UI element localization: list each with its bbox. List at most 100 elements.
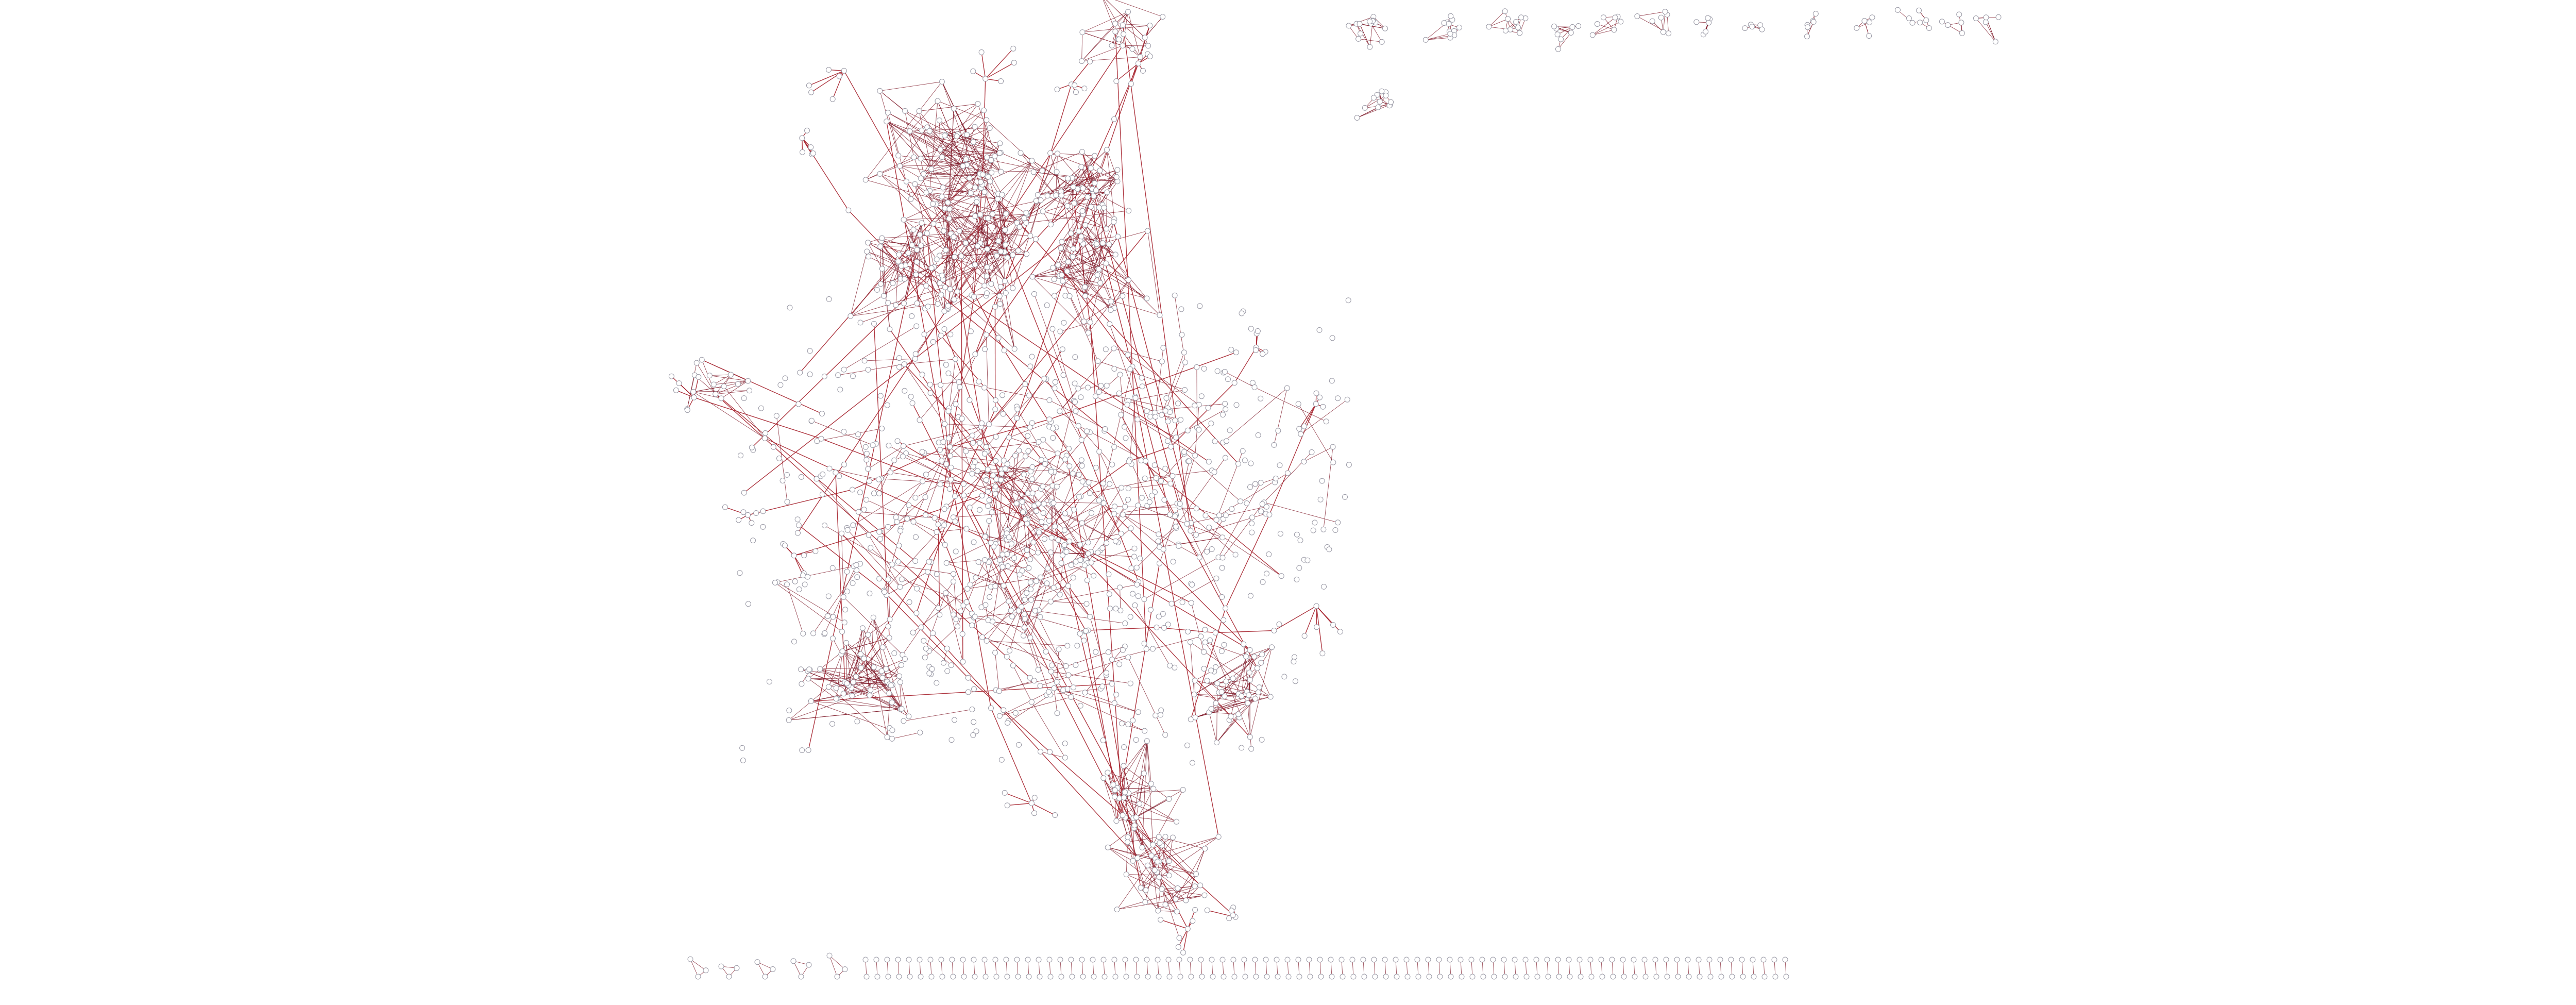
graph-node — [1212, 630, 1218, 636]
graph-node — [993, 434, 999, 440]
graph-edge — [904, 278, 926, 286]
graph-edge — [1216, 698, 1256, 743]
graph-node — [902, 656, 908, 662]
graph-node — [867, 692, 873, 698]
graph-edge — [881, 241, 901, 279]
graph-edge — [1233, 959, 1235, 977]
graph-node — [1144, 957, 1150, 963]
graph-node — [1131, 554, 1137, 560]
graph-node — [984, 154, 990, 160]
graph-node — [974, 468, 980, 474]
graph-node — [1109, 657, 1115, 663]
graph-node — [1052, 385, 1058, 391]
graph-node — [1160, 611, 1166, 617]
graph-edge — [1035, 610, 1125, 624]
graph-edge — [1049, 751, 1135, 826]
graph-node — [1264, 571, 1269, 577]
graph-node — [916, 108, 922, 114]
graph-node — [784, 499, 790, 505]
graph-edge — [914, 183, 946, 250]
graph-node — [871, 490, 877, 496]
graph-node — [1241, 957, 1247, 963]
graph-edge — [955, 404, 1004, 461]
graph-node — [1134, 581, 1140, 588]
graph-node — [884, 119, 890, 125]
graph-node — [1038, 748, 1043, 755]
graph-node — [802, 581, 808, 588]
graph-edge — [1493, 959, 1495, 977]
graph-node — [969, 622, 975, 628]
graph-node — [822, 630, 828, 636]
graph-edge — [1211, 959, 1213, 977]
graph-node — [1295, 401, 1301, 407]
graph-node — [1175, 944, 1181, 950]
graph-node — [952, 356, 958, 362]
graph-edge — [860, 294, 942, 323]
graph-node — [1706, 957, 1713, 963]
graph-node — [972, 213, 978, 219]
graph-edge — [866, 128, 990, 180]
graph-edge — [1088, 502, 1103, 543]
graph-edge — [959, 214, 1027, 231]
graph-node — [1066, 293, 1073, 299]
graph-node — [1328, 957, 1334, 963]
graph-edge — [919, 111, 932, 170]
graph-edge — [1597, 24, 1615, 30]
graph-edge — [988, 230, 1148, 425]
graph-edge — [919, 959, 921, 977]
graph-edge — [862, 628, 891, 685]
graph-node — [949, 957, 955, 963]
graph-edge — [1052, 328, 1074, 401]
graph-edge — [1144, 16, 1163, 38]
graph-edge — [693, 377, 699, 398]
graph-node — [1491, 974, 1497, 980]
graph-node — [990, 618, 995, 625]
graph-node — [1330, 444, 1336, 450]
graph-node — [1652, 957, 1658, 963]
graph-node — [1258, 660, 1264, 666]
graph-edge — [905, 110, 957, 137]
graph-node — [1001, 582, 1007, 589]
graph-node — [939, 458, 945, 464]
graph-node — [1249, 529, 1255, 535]
graph-node — [1012, 453, 1018, 459]
graph-edge — [909, 100, 938, 131]
graph-node — [888, 682, 894, 689]
graph-edge — [939, 252, 1005, 283]
edges-layer — [671, 0, 1999, 977]
graph-node — [1113, 818, 1120, 824]
graph-node — [1587, 957, 1594, 963]
graph-node — [1047, 150, 1054, 156]
graph-node — [1284, 385, 1290, 391]
graph-node — [1172, 664, 1178, 671]
graph-edge — [1092, 959, 1094, 977]
graph-node — [862, 957, 869, 963]
graph-node — [1215, 834, 1222, 840]
graph-node — [919, 127, 925, 133]
graph-edge — [1165, 874, 1196, 905]
graph-edge — [1058, 506, 1115, 541]
graph-node — [927, 381, 933, 388]
graph-node — [1148, 781, 1154, 787]
graph-edge — [985, 48, 1014, 79]
graph-node — [1208, 667, 1214, 674]
graph-edge — [1298, 404, 1334, 463]
graph-edge — [1234, 347, 1257, 383]
graph-edge — [888, 495, 982, 527]
graph-node — [906, 599, 912, 605]
graph-edge — [1116, 63, 1139, 82]
graph-edge — [1007, 460, 1042, 530]
graph-edge — [938, 524, 940, 615]
graph-node — [1141, 641, 1147, 647]
graph-node — [1281, 674, 1287, 680]
graph-node — [985, 215, 991, 221]
graph-node — [981, 384, 988, 391]
graph-node — [917, 231, 923, 238]
graph-edge — [1120, 374, 1125, 427]
graph-edge — [874, 446, 904, 494]
graph-node — [1330, 622, 1336, 628]
graph-node — [963, 526, 970, 532]
graph-edge — [902, 579, 967, 602]
graph-edge — [1300, 399, 1348, 434]
graph-node — [944, 668, 951, 674]
